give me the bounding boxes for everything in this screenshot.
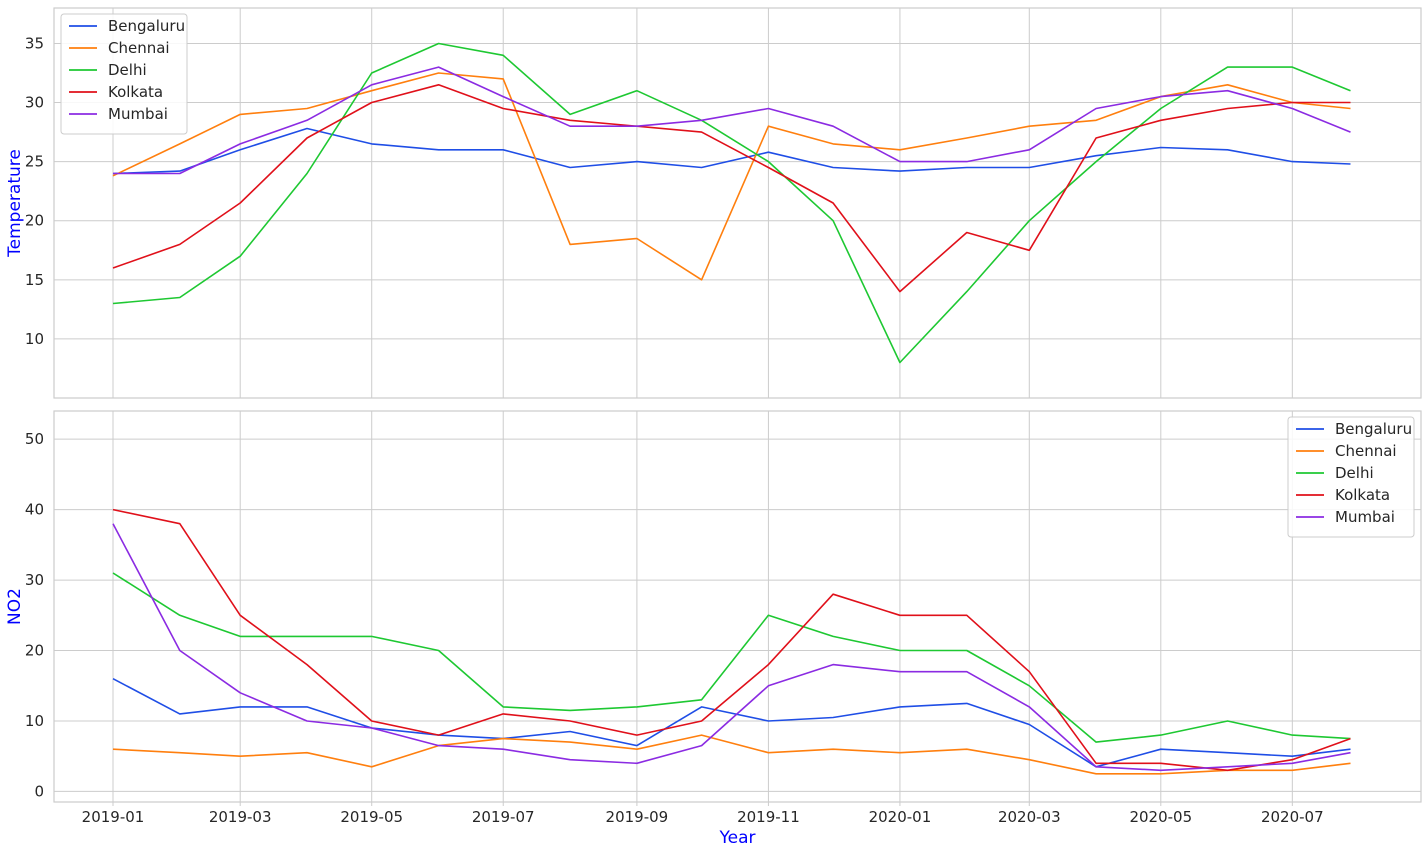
axes-frame bbox=[53, 7, 1422, 399]
x-tick-label: 2019-09 bbox=[606, 808, 669, 826]
legend-entry: Chennai bbox=[108, 39, 170, 57]
y-tick-label: 15 bbox=[25, 271, 44, 289]
x-tick-label: 2020-01 bbox=[869, 808, 932, 826]
legend-entry: Delhi bbox=[108, 61, 147, 79]
series-line-mumbai bbox=[113, 66, 1351, 175]
series-line-delhi bbox=[112, 42, 1351, 364]
y-tick-label: 30 bbox=[25, 571, 44, 589]
x-tick-label: 2019-11 bbox=[737, 808, 800, 826]
legend-entry: Kolkata bbox=[108, 83, 163, 101]
legend-entry: Mumbai bbox=[108, 105, 168, 123]
series-line-delhi bbox=[112, 572, 1351, 743]
series-line-mumbai bbox=[112, 523, 1351, 772]
y-tick-label: 20 bbox=[25, 212, 44, 230]
y-tick-label: 10 bbox=[25, 712, 44, 730]
legend-entry: Bengaluru bbox=[108, 17, 185, 35]
x-tick-label: 2020-05 bbox=[1129, 808, 1192, 826]
y-tick-label: 10 bbox=[25, 330, 44, 348]
series-line-kolkata bbox=[112, 84, 1351, 293]
y-tick-label: 25 bbox=[25, 153, 44, 171]
x-tick-label: 2020-03 bbox=[998, 808, 1061, 826]
legend-entry: Chennai bbox=[1335, 442, 1397, 460]
y-tick-label: 40 bbox=[25, 501, 44, 519]
legend-entry: Delhi bbox=[1335, 464, 1374, 482]
legend-entry: Bengaluru bbox=[1335, 420, 1412, 438]
legend: Bengaluru Chennai Delhi Kolkata Mumbai bbox=[60, 13, 188, 135]
panel-1: 10 15 20 25 30 35 Temperature Bengaluru Chennai D… bbox=[5, 7, 1422, 399]
x-tick-label: 2019-03 bbox=[209, 808, 272, 826]
x-axis-label: Year bbox=[719, 828, 756, 848]
y-tick-label: 30 bbox=[25, 94, 44, 112]
series-line-chennai bbox=[112, 72, 1351, 281]
x-tick-label: 2020-07 bbox=[1261, 808, 1324, 826]
legend-box bbox=[60, 13, 188, 135]
y-tick-label: 35 bbox=[25, 34, 44, 52]
y-tick-label: 50 bbox=[25, 430, 44, 448]
panel-2: 0 10 20 30 40 50 2019-01 2019-03 2019-05 2019-07 2… bbox=[5, 410, 1422, 848]
legend-entry: Mumbai bbox=[1335, 508, 1395, 526]
y-axis-label: Temperature bbox=[5, 149, 25, 258]
x-tick-label: 2019-01 bbox=[82, 808, 145, 826]
legend-entry: Kolkata bbox=[1335, 486, 1390, 504]
series-line-bengaluru bbox=[112, 127, 1351, 175]
series-line-kolkata bbox=[112, 508, 1351, 772]
y-tick-label: 20 bbox=[25, 642, 44, 660]
series-line-chennai bbox=[112, 734, 1351, 775]
x-tick-label: 2019-05 bbox=[340, 808, 403, 826]
legend: Bengaluru Chennai Delhi Kolkata Mumbai bbox=[1287, 416, 1415, 538]
axes-frame bbox=[53, 410, 1422, 803]
y-tick-label: 0 bbox=[34, 782, 44, 800]
y-axis-label: NO2 bbox=[5, 588, 25, 625]
legend-box bbox=[1287, 416, 1415, 538]
x-tick-label: 2019-07 bbox=[472, 808, 535, 826]
series-line-bengaluru bbox=[112, 677, 1351, 768]
